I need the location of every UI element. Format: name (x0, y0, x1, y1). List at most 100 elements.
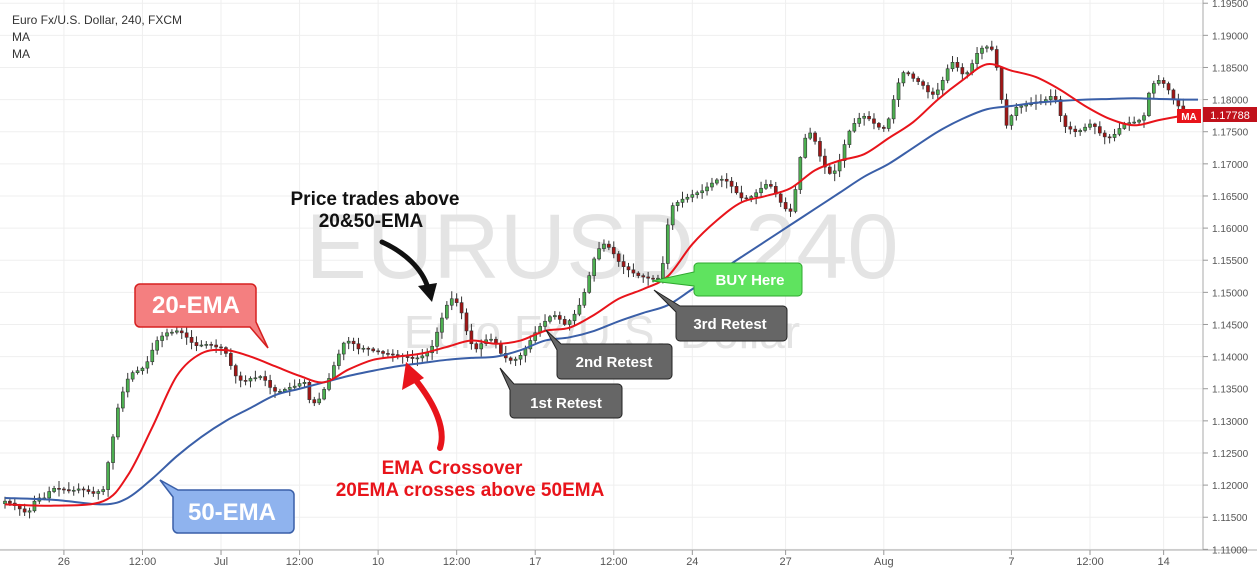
candle-body (641, 275, 646, 278)
candle-body (690, 194, 695, 198)
candle-body (901, 72, 906, 84)
candle-body (661, 263, 665, 279)
candle-body (867, 115, 871, 120)
candle-body (233, 365, 238, 377)
candle-body (533, 332, 538, 341)
candle-body (1142, 115, 1146, 121)
candle-body (405, 356, 410, 358)
candle-body (965, 72, 970, 75)
candle-body (214, 344, 218, 348)
candle-body (76, 488, 81, 491)
candle-body (1166, 83, 1171, 91)
candle-body (155, 340, 160, 351)
candles (3, 40, 1186, 519)
candle-body (1171, 89, 1176, 100)
price-tick-label: 1.13000 (1212, 417, 1249, 428)
candle-body (356, 343, 361, 350)
candle-body (1014, 107, 1019, 116)
price-tick-label: 1.12500 (1212, 449, 1249, 460)
candle-body (783, 202, 788, 210)
candle-body (1068, 126, 1073, 130)
candle-body (562, 319, 567, 325)
candle-body (327, 378, 331, 390)
candle-body (165, 332, 169, 337)
candle-body (184, 332, 189, 338)
candle-body (189, 337, 194, 343)
candle-body (935, 89, 940, 95)
candle-body (415, 357, 420, 360)
time-tick-label: 26 (58, 556, 70, 568)
candle-body (86, 489, 91, 492)
price-tick-label: 1.15500 (1212, 256, 1249, 267)
ema20-callout: 20-EMA (134, 283, 269, 349)
candle-body (317, 398, 322, 404)
candle-body (729, 180, 734, 187)
candle-body (921, 81, 925, 86)
candle-body (1112, 133, 1117, 138)
candle-body (513, 358, 518, 361)
candle-body (121, 391, 125, 409)
candle-body (616, 253, 621, 262)
candle-body (1137, 119, 1141, 123)
candle-body (243, 380, 248, 382)
candle-body (130, 372, 135, 380)
candle-body (322, 389, 326, 400)
candle-body (8, 500, 12, 504)
candle-body (553, 315, 557, 318)
candle-body (3, 500, 7, 505)
candle-body (140, 367, 145, 372)
candle-body (872, 118, 876, 124)
candle-body (449, 298, 454, 306)
time-tick-label: 7 (1008, 556, 1014, 568)
candle-body (518, 355, 523, 360)
symbol-title: Euro Fx/U.S. Dollar, 240, FXCM (12, 13, 182, 27)
candle-body (508, 357, 513, 361)
price-tick-label: 1.19000 (1212, 31, 1249, 42)
candle-body (199, 344, 204, 347)
ma-tag: MA (1177, 109, 1201, 123)
candle-body (1181, 105, 1186, 110)
candle-body (445, 304, 449, 319)
candle-body (116, 407, 120, 438)
price-tick-label: 1.16000 (1212, 224, 1249, 235)
time-tick-label: 12:00 (1076, 556, 1104, 568)
candle-body (238, 375, 243, 381)
candle-body (940, 80, 945, 91)
price-above-text-1: Price trades above (291, 189, 460, 210)
candle-body (611, 247, 616, 255)
candle-body (881, 126, 886, 129)
candle-body (798, 157, 803, 190)
candle-body (175, 330, 179, 333)
candle-body (346, 340, 351, 344)
candle-body (278, 390, 282, 393)
candle-body (1088, 123, 1092, 128)
candle-body (1053, 96, 1058, 100)
candle-body (818, 141, 822, 157)
ema20-callout-text: 20-EMA (152, 292, 240, 319)
candle-body (1147, 92, 1151, 116)
time-tick-label: 17 (529, 556, 541, 568)
candle-body (1073, 128, 1078, 133)
candle-body (287, 387, 292, 390)
candle-body (739, 192, 744, 199)
candle-body (989, 46, 994, 50)
candle-body (646, 276, 650, 279)
candle-body (626, 266, 631, 271)
candle-body (371, 348, 376, 352)
time-tick-label: 14 (1158, 556, 1170, 568)
candle-body (1132, 121, 1136, 124)
time-tick-label: 12:00 (443, 556, 471, 568)
price-above-arrow (379, 239, 437, 302)
candle-body (170, 331, 174, 334)
candle-body (258, 376, 263, 379)
candle-body (160, 335, 164, 341)
candle-body (91, 491, 96, 494)
candle-body (842, 144, 847, 161)
candle-body (381, 351, 385, 354)
candle-body (847, 130, 852, 145)
time-tick-label: 27 (779, 556, 791, 568)
candle-body (754, 192, 758, 197)
candle-body (999, 67, 1004, 100)
candle-body (1063, 115, 1068, 127)
candle-body (926, 85, 930, 93)
